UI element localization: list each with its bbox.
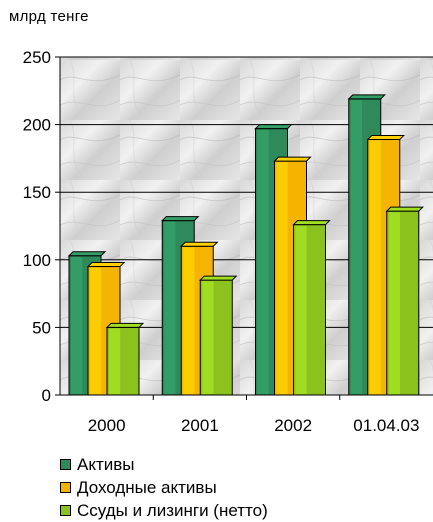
bar-top — [105, 322, 145, 328]
bar-top — [254, 124, 293, 130]
legend-label: Ссуды и лизинги (нетто) — [77, 500, 268, 520]
bar-Ссуды и лизинги (нетто) — [105, 322, 145, 396]
bar-top — [67, 251, 107, 257]
bar-top — [273, 156, 312, 162]
bar-highlight — [71, 256, 83, 394]
legend-label: Доходные активы — [77, 477, 217, 497]
legend-item: Доходные активы — [60, 476, 268, 499]
bar-highlight — [350, 99, 362, 395]
y-tick-label: 150 — [23, 183, 51, 202]
x-tick-label: 2002 — [274, 416, 312, 435]
bar-highlight — [90, 267, 102, 394]
bar-highlight — [202, 281, 214, 394]
legend-label: Активы — [77, 454, 135, 474]
legend-item: Ссуды и лизинги (нетто) — [60, 499, 268, 522]
bar-highlight — [295, 225, 307, 394]
legend-swatch — [60, 482, 71, 493]
bar-highlight — [164, 221, 176, 394]
legend-item: Активы — [60, 453, 268, 476]
bar-top — [347, 94, 386, 100]
bar-top — [199, 275, 238, 281]
bar-Ссуды и лизинги (нетто) — [199, 275, 238, 396]
bar-top — [366, 134, 405, 140]
y-tick-label: 50 — [32, 318, 51, 337]
bar-highlight — [183, 247, 195, 394]
x-tick-label: 01.04.03 — [353, 416, 419, 435]
x-tick-label: 2000 — [88, 416, 126, 435]
bar-top — [292, 220, 331, 226]
legend-swatch — [60, 505, 71, 516]
bar-highlight — [276, 162, 288, 394]
y-axis-unit-label: млрд тенге — [9, 8, 89, 25]
bar-highlight — [109, 328, 121, 394]
bar-Ссуды и лизинги (нетто) — [385, 206, 424, 396]
bar-top — [86, 262, 126, 268]
bar-top — [161, 216, 200, 222]
bar-highlight — [257, 129, 269, 394]
legend-swatch — [60, 459, 71, 470]
bar-top — [385, 206, 424, 212]
x-tick-label: 2001 — [181, 416, 219, 435]
bar-highlight — [369, 140, 381, 394]
y-tick-label: 100 — [23, 251, 51, 270]
legend: Активы Доходные активы Ссуды и лизинги (не… — [60, 453, 268, 522]
y-tick-label: 0 — [42, 386, 51, 405]
bar-highlight — [388, 212, 400, 394]
y-tick-label: 250 — [23, 48, 51, 67]
bar-top — [180, 241, 219, 247]
bar-Ссуды и лизинги (нетто) — [292, 220, 331, 396]
y-tick-label: 200 — [23, 116, 51, 135]
